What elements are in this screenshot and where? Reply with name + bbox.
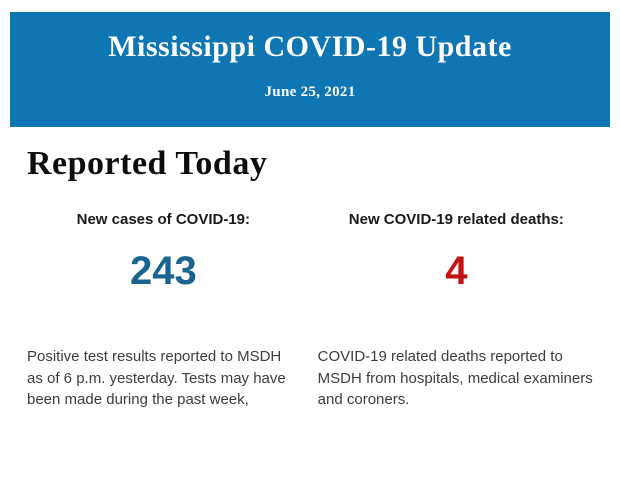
report-date: June 25, 2021 (264, 84, 356, 100)
stat-new-deaths: New COVID-19 related deaths: 4 COVID-19 … (318, 211, 595, 411)
section-heading-reported-today: Reported Today (27, 145, 268, 182)
page-title: Mississippi COVID-19 Update (108, 30, 512, 63)
new-cases-label: New cases of COVID-19: (76, 211, 251, 228)
new-cases-description: Positive test results reported to MSDH a… (27, 348, 286, 408)
new-deaths-description: COVID-19 related deaths reported to MSDH… (317, 348, 593, 408)
new-deaths-label: New COVID-19 related deaths: (348, 211, 564, 228)
stat-new-cases: New cases of COVID-19: 243 Positive test… (27, 211, 300, 411)
stats-row: New cases of COVID-19: 243 Positive test… (27, 211, 595, 411)
new-cases-value: 243 (129, 249, 197, 293)
new-deaths-value: 4 (445, 249, 468, 293)
header-banner: Mississippi COVID-19 Update June 25, 202… (10, 12, 610, 127)
covid-update-page: Mississippi COVID-19 Update June 25, 202… (0, 12, 620, 483)
